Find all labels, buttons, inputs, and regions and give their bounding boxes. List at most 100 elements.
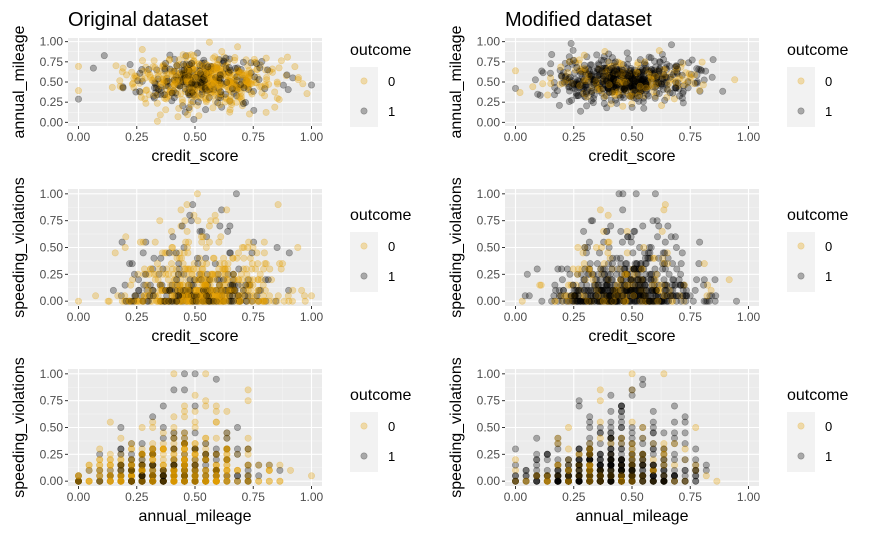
point-outcome-1	[628, 70, 636, 78]
point-outcome-0	[142, 63, 150, 71]
point-outcome-0	[244, 386, 252, 394]
point-outcome-0	[578, 68, 586, 76]
point-outcome-1	[604, 260, 612, 268]
point-outcome-1	[633, 270, 641, 278]
point-outcome-1	[650, 276, 658, 284]
point-outcome-1	[677, 260, 685, 268]
point-outcome-0	[168, 260, 176, 268]
point-outcome-1	[582, 88, 590, 96]
point-outcome-1	[673, 62, 681, 70]
point-outcome-1	[233, 86, 241, 94]
point-outcome-1	[234, 281, 242, 289]
point-outcome-1	[645, 297, 653, 305]
point-outcome-1	[580, 61, 588, 69]
point-outcome-1	[700, 281, 708, 289]
point-outcome-1	[194, 98, 202, 106]
point-outcome-0	[622, 297, 630, 305]
point-outcome-1	[215, 77, 223, 85]
point-outcome-0	[199, 297, 207, 305]
point-outcome-0	[202, 82, 210, 90]
point-outcome-0	[163, 297, 171, 305]
point-outcome-0	[238, 80, 246, 88]
point-outcome-1	[626, 270, 634, 278]
point-outcome-1	[610, 79, 618, 87]
point-outcome-1	[673, 68, 681, 76]
point-outcome-0	[227, 80, 235, 88]
point-outcome-1	[611, 83, 619, 91]
point-outcome-1	[661, 286, 669, 294]
point-outcome-0	[182, 265, 190, 273]
point-outcome-0	[638, 276, 646, 284]
point-outcome-1	[163, 74, 171, 82]
point-outcome-0	[208, 286, 216, 294]
point-outcome-0	[183, 77, 191, 85]
point-outcome-1	[604, 270, 612, 278]
point-outcome-0	[204, 68, 212, 76]
point-outcome-1	[600, 80, 608, 88]
point-outcome-0	[174, 74, 182, 82]
point-outcome-0	[247, 79, 255, 87]
point-outcome-1	[196, 62, 204, 70]
point-outcome-0	[629, 281, 637, 289]
point-outcome-0	[208, 85, 216, 93]
point-outcome-1	[154, 91, 162, 99]
point-outcome-1	[198, 62, 206, 70]
point-outcome-1	[572, 80, 580, 88]
point-outcome-0	[256, 270, 264, 278]
point-outcome-1	[653, 217, 661, 225]
point-outcome-0	[173, 297, 181, 305]
point-outcome-1	[566, 58, 574, 66]
point-outcome-1	[590, 91, 598, 99]
point-outcome-1	[227, 281, 235, 289]
point-outcome-1	[570, 292, 578, 300]
point-outcome-1	[585, 270, 593, 278]
point-outcome-1	[568, 292, 576, 300]
point-outcome-1	[89, 64, 97, 72]
point-outcome-1	[178, 66, 186, 74]
legend-label: 1	[825, 449, 832, 464]
point-outcome-1	[635, 97, 643, 105]
point-outcome-0	[288, 297, 296, 305]
point-outcome-0	[684, 79, 692, 87]
point-outcome-0	[243, 78, 251, 86]
point-outcome-1	[237, 81, 245, 89]
point-outcome-0	[228, 101, 236, 109]
point-outcome-1	[617, 85, 625, 93]
point-outcome-1	[165, 297, 173, 305]
point-outcome-1	[627, 276, 635, 284]
point-outcome-0	[192, 286, 200, 294]
point-outcome-0	[165, 286, 173, 294]
point-outcome-1	[641, 297, 649, 305]
point-outcome-1	[233, 77, 241, 85]
point-outcome-0	[160, 286, 168, 294]
point-outcome-0	[651, 286, 659, 294]
point-outcome-0	[199, 65, 207, 73]
point-outcome-0	[214, 292, 222, 300]
point-outcome-1	[558, 265, 566, 273]
point-outcome-0	[178, 297, 186, 305]
point-outcome-1	[250, 238, 258, 246]
point-outcome-0	[203, 292, 211, 300]
point-outcome-0	[154, 260, 162, 268]
point-outcome-0	[175, 104, 183, 112]
point-outcome-0	[197, 84, 205, 92]
y-axis-title: speeding_violations	[11, 177, 28, 318]
point-outcome-1	[247, 59, 255, 67]
point-outcome-1	[622, 81, 630, 89]
point-outcome-0	[211, 88, 219, 96]
point-outcome-0	[212, 66, 220, 74]
point-outcome-0	[172, 78, 180, 86]
point-outcome-1	[618, 270, 626, 278]
point-outcome-0	[201, 74, 209, 82]
point-outcome-1	[640, 73, 648, 81]
point-outcome-1	[630, 292, 638, 300]
point-outcome-0	[140, 270, 148, 278]
point-outcome-1	[217, 91, 225, 99]
point-outcome-1	[671, 281, 679, 289]
point-outcome-1	[642, 82, 650, 90]
point-outcome-1	[570, 81, 578, 89]
point-outcome-0	[226, 86, 234, 94]
point-outcome-1	[204, 292, 212, 300]
point-outcome-0	[194, 217, 202, 225]
